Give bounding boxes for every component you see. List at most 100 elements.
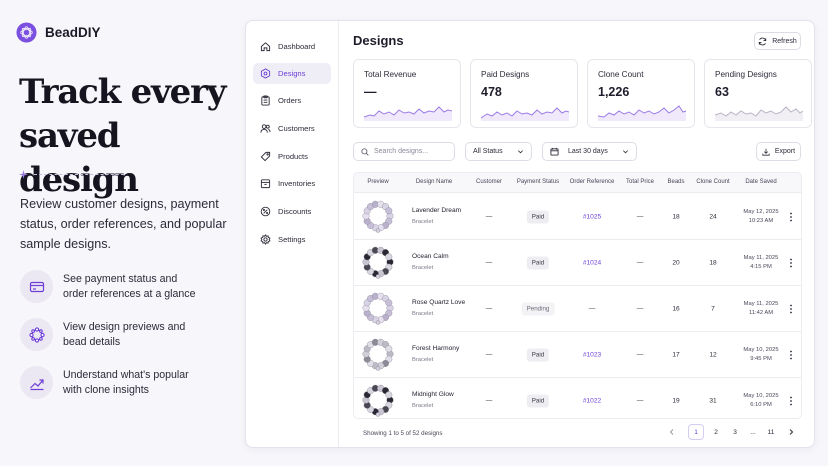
export-button[interactable]: Export (756, 142, 801, 161)
status-filter-value: All Status (473, 148, 503, 155)
box-icon (260, 179, 271, 189)
more-options-icon[interactable] (789, 258, 793, 268)
chevron-left-icon[interactable] (668, 428, 676, 436)
pagination-summary: Showing 1 to 5 of 52 designs (363, 430, 443, 437)
chevron-down-icon (518, 150, 523, 154)
more-options-icon[interactable] (789, 304, 793, 314)
feature-payment: See payment status and order references … (20, 270, 203, 303)
gear-icon (260, 234, 271, 245)
bead-ring-icon (20, 318, 53, 351)
page-button-3[interactable]: 3 (733, 428, 737, 436)
date-saved-cell: May 11, 2025 4:15 PM (744, 254, 779, 272)
stat-label: Pending Designs (715, 70, 777, 79)
date-saved-time: 4:15 PM (750, 263, 772, 270)
design-preview-image[interactable] (360, 291, 396, 327)
sidebar-item-products[interactable]: Products (253, 146, 331, 167)
design-icon (260, 68, 271, 79)
search-input[interactable]: Search designs... (353, 142, 455, 161)
clone-count-cell: 18 (709, 259, 717, 266)
status-filter[interactable]: All Status (465, 142, 532, 161)
order-reference-link[interactable]: #1024 (582, 259, 602, 266)
divider (19, 170, 124, 179)
stat-label: Paid Designs (481, 70, 530, 79)
design-preview-image[interactable] (360, 245, 396, 281)
beads-cell: 18 (672, 213, 680, 220)
order-reference-link[interactable]: #1022 (582, 397, 602, 404)
date-saved-date: May 12, 2025 (743, 208, 779, 215)
chevron-down-icon (623, 150, 628, 154)
sidebar-item-orders[interactable]: Orders (253, 90, 331, 111)
credit-card-icon (20, 270, 53, 303)
page-button-2[interactable]: 2 (714, 428, 718, 436)
sidebar-item-customers[interactable]: Customers (253, 118, 331, 139)
sidebar-item-label: Orders (278, 96, 302, 105)
headline: Track every saved design (19, 72, 227, 200)
sidebar-item-designs[interactable]: Designs (253, 63, 331, 84)
customer-cell: — (485, 397, 493, 404)
date-saved-cell: May 10, 2025 6:10 PM (743, 392, 778, 410)
more-options-icon[interactable] (789, 212, 793, 222)
column-header: Payment Status (516, 179, 560, 185)
table-row[interactable]: Forest Harmony Bracelet — Paid #1023 — 17 12 May… (354, 332, 801, 378)
design-preview-image[interactable] (360, 383, 396, 419)
refresh-icon (759, 37, 767, 45)
total-price-cell: — (636, 213, 644, 220)
order-reference-link[interactable]: #1023 (582, 351, 602, 358)
stat-value: 63 (715, 85, 729, 99)
design-name: Midnight Glow (412, 391, 454, 398)
sidebar-item-label: Discounts (278, 207, 312, 216)
more-options-icon[interactable] (789, 396, 793, 406)
order-reference-link[interactable]: #1025 (582, 213, 602, 220)
total-price-cell: — (636, 259, 644, 266)
chevron-right-icon[interactable] (787, 428, 795, 436)
table-row[interactable]: Lavender Dream Bracelet — Paid #1025 — 18 24 May… (354, 194, 801, 240)
total-price-cell: — (636, 351, 644, 358)
sidebar-item-inventories[interactable]: Inventories (253, 173, 331, 194)
design-name: Ocean Calm (412, 253, 449, 260)
status-badge: Paid (526, 210, 550, 223)
sidebar-item-label: Inventories (278, 179, 316, 188)
design-category: Bracelet (412, 403, 434, 409)
page-button-11[interactable]: 11 (767, 428, 775, 436)
home-icon (260, 42, 271, 52)
stat-value: 478 (481, 85, 502, 99)
sidebar-item-dashboard[interactable]: Dashboard (253, 36, 331, 57)
clone-count-cell: 7 (711, 305, 715, 312)
status-badge: Paid (526, 394, 550, 407)
customer-cell: — (485, 351, 493, 358)
table-row[interactable]: Ocean Calm Bracelet — Paid #1024 — 20 18 May 11,… (354, 240, 801, 286)
sidebar-item-label: Designs (278, 69, 306, 78)
design-preview-image[interactable] (360, 199, 396, 235)
column-header: Beads (667, 179, 685, 185)
calendar-icon (550, 147, 559, 156)
stat-card-pending-designs: Pending Designs 63 (704, 59, 812, 128)
design-preview-image[interactable] (360, 337, 396, 373)
design-name: Rose Quartz Love (412, 299, 466, 306)
column-header: Customer (475, 179, 503, 185)
users-icon (260, 124, 271, 133)
date-saved-time: 11:42 AM (748, 309, 774, 316)
search-placeholder: Search designs... (374, 148, 429, 155)
table-row[interactable]: Rose Quartz Love Bracelet — Pending — — 16 7 May… (354, 286, 801, 332)
intro-text: Review customer designs, payment status,… (20, 197, 227, 251)
clipboard-icon (261, 95, 270, 106)
search-icon (361, 147, 369, 156)
order-reference-link: — (588, 305, 596, 312)
sidebar-item-settings[interactable]: Settings (253, 229, 331, 250)
stat-card-clone-count: Clone Count 1,226 (587, 59, 695, 128)
sparkline (481, 107, 569, 121)
more-options-icon[interactable] (789, 350, 793, 360)
download-icon (762, 148, 770, 156)
beads-cell: 16 (672, 305, 680, 312)
customer-cell: — (485, 305, 493, 312)
sidebar-item-discounts[interactable]: Discounts (253, 201, 331, 222)
date-range-filter[interactable]: Last 30 days (542, 142, 637, 161)
feature-text: See payment status and order references … (63, 272, 196, 300)
refresh-button[interactable]: Refresh (754, 32, 801, 50)
date-saved-cell: May 11, 2025 11:42 AM (744, 300, 779, 318)
design-category: Bracelet (412, 311, 434, 317)
table-row[interactable]: Midnight Glow Bracelet — Paid #1022 — 19 31 May … (354, 378, 801, 419)
sidebar-item-label: Dashboard (278, 42, 316, 51)
page-button-1[interactable]: 1 (688, 424, 704, 440)
sparkline (364, 106, 452, 121)
